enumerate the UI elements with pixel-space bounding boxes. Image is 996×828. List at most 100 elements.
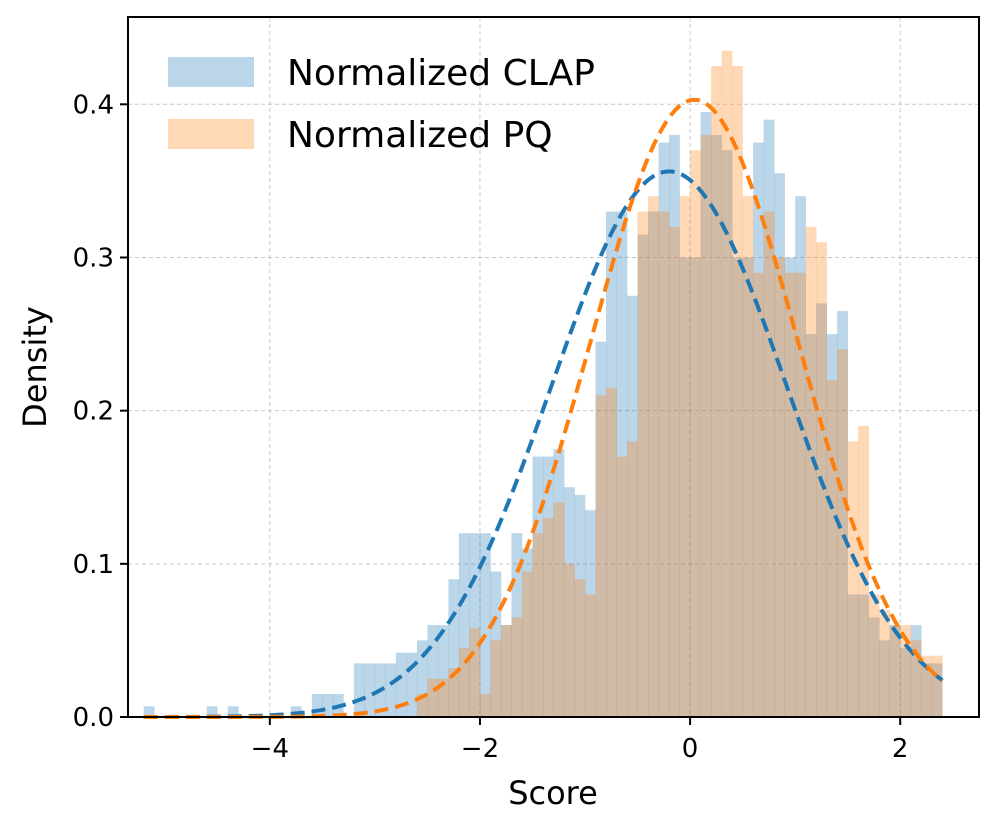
legend: Normalized CLAP Normalized PQ [168,53,595,156]
clap-bar [868,617,880,717]
x-axis: −4 −2 0 2 [251,717,909,764]
clap-bar [448,579,460,717]
pq-bar [879,609,890,717]
pq-bar [637,211,649,717]
legend-label-clap: Normalized CLAP [287,53,595,94]
clap-bar [616,211,628,717]
clap-bar [206,706,218,717]
pq-bar [416,694,428,717]
x-tick-label: 0 [682,734,699,764]
clap-bar [437,625,449,717]
pq-bar [763,211,775,717]
clap-bar [847,594,859,717]
clap-bar [511,533,523,717]
clap-bar [858,594,869,717]
clap-bar [427,625,439,717]
pq-bar [868,594,880,717]
legend-swatch-pq [168,119,254,149]
legend-label-pq: Normalized PQ [287,115,553,156]
clap-bar [416,640,428,717]
clap-bar [500,625,512,717]
pq-bar [921,655,933,717]
pq-bar [521,571,533,717]
clap-bar [143,706,155,717]
clap-bar [458,533,470,717]
y-tick-label: 0.0 [73,703,114,733]
pq-bar [931,655,943,717]
pq-bar [826,380,838,717]
pq-bar [805,226,817,717]
clap-bar [532,456,544,717]
pq-bar [900,625,912,717]
pq-bar [889,625,901,717]
pq-bar [753,272,764,717]
legend-swatch-clap [168,57,254,87]
pq-bar [437,678,449,717]
clap-bar [879,640,890,717]
pq-bar [858,425,869,717]
pq-bar [837,349,848,717]
clap-bar [658,142,670,717]
pq-bar [616,456,628,717]
pq-bar [490,640,502,717]
clap-bar [648,211,659,717]
pq-bar [574,579,586,717]
plot-frame [127,16,980,718]
x-tick-label: −4 [251,734,289,764]
pq-bar [469,628,481,717]
clap-bar [700,111,712,718]
clap-bar [931,663,943,717]
clap-bar [574,494,586,717]
clap-bar [564,487,575,717]
pq-bar [711,66,722,717]
clap-bar [826,334,838,717]
pq-bar [595,395,607,717]
y-tick-label: 0.1 [73,550,114,580]
clap-bar [553,448,565,717]
pq-bar [500,625,512,717]
pq-bar [795,272,806,717]
y-tick-label: 0.3 [73,243,114,273]
y-axis: 0.0 0.1 0.2 0.3 0.4 [73,90,128,733]
clap-bar [805,334,817,717]
clap-bar [490,571,502,717]
clap-bar [763,119,775,717]
pq-bar [648,196,659,717]
x-axis-label: Score [508,774,598,812]
x-tick-label: 2 [892,734,909,764]
clap-bar [521,548,533,717]
pq-bar [732,66,743,717]
clap-bar [395,652,407,717]
clap-bar [816,303,827,717]
clap-bar [311,694,323,717]
pq-bar [658,211,670,717]
pq-bar [585,594,596,717]
clap-bar [595,341,607,717]
clap-bar [742,257,754,717]
y-tick-label: 0.2 [73,397,114,427]
clap-bar [227,706,239,717]
clap-bar [669,134,680,717]
pq-bar [679,196,691,717]
pq-bar [511,617,523,717]
clap-bar [921,663,933,717]
clap-bar [542,456,554,717]
clap-bar [679,257,691,717]
clap-bar [732,257,743,717]
clap-bar [889,625,901,717]
pq-bar [690,150,701,718]
pq-bar [448,667,460,717]
clap-bar [721,150,733,718]
clap-bar [637,234,649,717]
clap-histogram [143,111,943,718]
pq-bar [427,678,439,717]
pq-bar [847,441,859,717]
y-tick-label: 0.4 [73,90,114,120]
clap-bar [627,295,638,717]
clap-bar [795,196,806,717]
pq-bar [553,502,565,717]
clap-bar [385,663,397,717]
y-axis-label: Density [16,306,54,428]
